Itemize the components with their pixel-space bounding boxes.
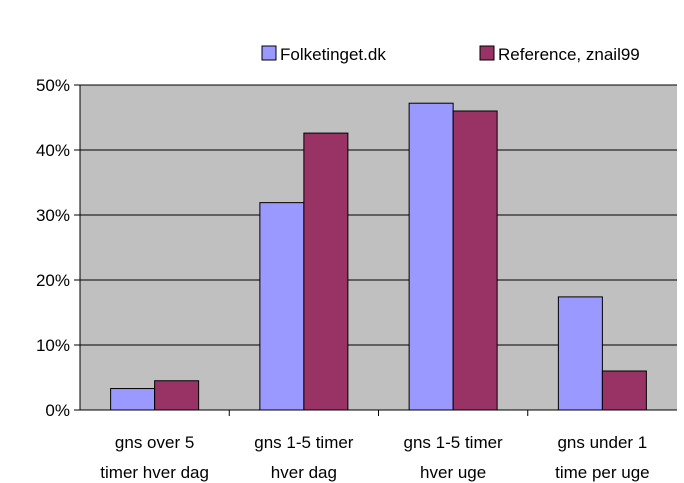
legend-swatch <box>479 45 495 61</box>
bar <box>110 388 156 411</box>
legend-label: Reference, znail99 <box>498 45 640 64</box>
x-tick-label: gns 1-5 timer <box>404 433 504 452</box>
x-tick-label: hver uge <box>420 463 486 482</box>
x-tick-label: gns 1-5 timer <box>254 433 354 452</box>
legend-box <box>226 30 684 84</box>
legend-swatch <box>261 45 277 61</box>
y-tick-label: 0% <box>45 401 70 420</box>
y-tick-label: 20% <box>36 271 70 290</box>
y-tick-label: 40% <box>36 141 70 160</box>
y-tick-label: 10% <box>36 336 70 355</box>
x-tick-label: gns under 1 <box>557 433 647 452</box>
bar <box>601 370 647 411</box>
bar <box>259 202 305 411</box>
legend: Folketinget.dk Reference, znail99 <box>226 30 684 84</box>
legend-label: Folketinget.dk <box>280 45 386 64</box>
y-tick-label: 50% <box>36 76 70 95</box>
bar <box>154 380 200 411</box>
x-tick-label: time per uge <box>555 463 650 482</box>
bar <box>452 110 498 411</box>
x-tick-label: hver dag <box>271 463 337 482</box>
bar <box>557 296 603 411</box>
x-tick-label: gns over 5 <box>115 433 194 452</box>
bar <box>408 102 454 411</box>
bar <box>303 132 349 411</box>
plot-area: 0% 10% 20% 30% 40% 50% gns over 5 timer hver da… <box>36 76 677 482</box>
x-tick-label: timer hver dag <box>100 463 209 482</box>
y-tick-label: 30% <box>36 206 70 225</box>
